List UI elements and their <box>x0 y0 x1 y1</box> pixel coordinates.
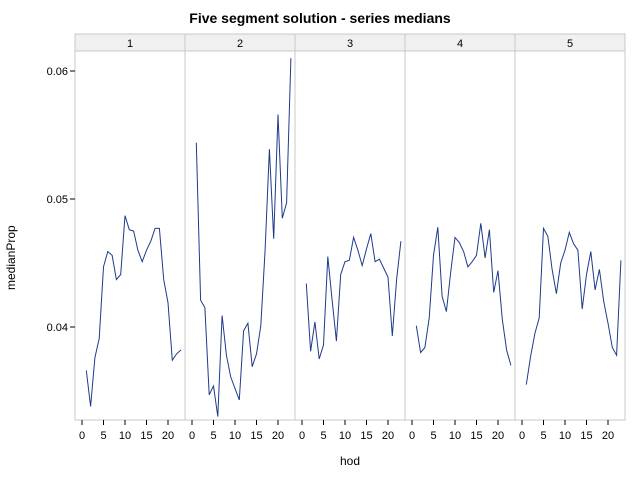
x-tick-label: 10 <box>559 430 571 442</box>
x-tick-label: 20 <box>382 430 394 442</box>
x-tick-label: 0 <box>189 430 195 442</box>
panel-header-label: 3 <box>347 38 353 50</box>
x-tick-label: 5 <box>430 430 436 442</box>
x-tick-label: 10 <box>449 430 461 442</box>
x-tick-label: 10 <box>339 430 351 442</box>
x-tick-label: 10 <box>119 430 131 442</box>
x-tick-label: 15 <box>580 430 592 442</box>
y-tick-label: 0.06 <box>47 66 68 78</box>
x-tick-label: 5 <box>540 430 546 442</box>
panel-header-label: 2 <box>237 38 243 50</box>
x-tick-label: 5 <box>320 430 326 442</box>
x-tick-label: 20 <box>272 430 284 442</box>
chart-title: Five segment solution - series medians <box>189 10 451 26</box>
series-line-5 <box>525 226 622 385</box>
y-tick-label: 0.05 <box>47 194 68 206</box>
x-tick-label: 15 <box>250 430 262 442</box>
x-tick-label: 5 <box>210 430 216 442</box>
x-tick-label: 0 <box>299 430 305 442</box>
x-tick-label: 20 <box>162 430 174 442</box>
plot-frame <box>74 50 626 421</box>
x-tick-label: 10 <box>229 430 241 442</box>
x-tick-label: 20 <box>602 430 614 442</box>
x-tick-label: 0 <box>79 430 85 442</box>
x-tick-label: 15 <box>470 430 482 442</box>
x-axis-label: hod <box>339 454 361 468</box>
y-tick-label: 0.04 <box>47 322 68 334</box>
x-tick-label: 15 <box>140 430 152 442</box>
panel-header-label: 1 <box>127 38 133 50</box>
series-line-3 <box>305 233 402 360</box>
series-line-2 <box>195 58 292 417</box>
x-tick-label: 15 <box>360 430 372 442</box>
series-line-1 <box>85 215 182 407</box>
x-tick-label: 20 <box>492 430 504 442</box>
x-tick-label: 5 <box>100 430 106 442</box>
panel-header-label: 4 <box>457 38 463 50</box>
panel-header-label: 5 <box>567 38 573 50</box>
x-tick-label: 0 <box>409 430 415 442</box>
series-line-4 <box>415 223 512 366</box>
x-tick-label: 0 <box>519 430 525 442</box>
